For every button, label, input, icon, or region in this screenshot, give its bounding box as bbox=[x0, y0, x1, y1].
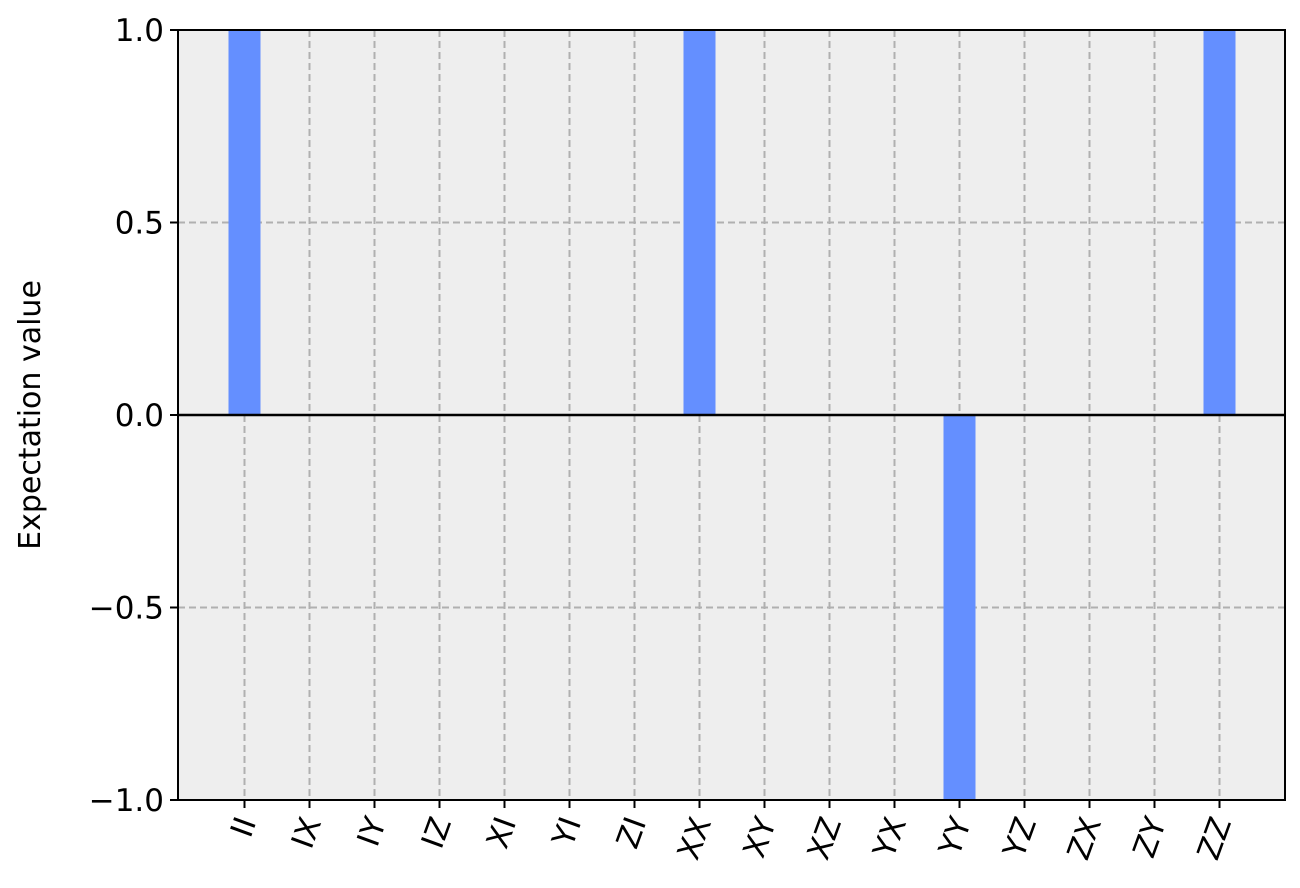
x-tick-label: II bbox=[224, 812, 264, 842]
bar-zz bbox=[1203, 30, 1236, 415]
bar-yy bbox=[943, 415, 976, 800]
y-tick-label: −1.0 bbox=[89, 783, 164, 819]
x-tick-label: XX bbox=[671, 812, 719, 864]
x-tick-label: IZ bbox=[415, 812, 459, 853]
y-tick-label: 0.0 bbox=[115, 398, 164, 434]
x-tick-label: YX bbox=[866, 812, 914, 863]
x-tick-label: ZX bbox=[1061, 812, 1109, 864]
bar-xx bbox=[683, 30, 716, 415]
y-tick-label: −0.5 bbox=[89, 591, 164, 627]
x-tick-label: IY bbox=[351, 812, 394, 851]
bars bbox=[228, 30, 1236, 800]
x-axis-ticks: II IX IY IZ XI YI ZI XX XY XZ YX YY YZ ZX ZY ZZ bbox=[224, 800, 1239, 865]
x-tick-label: XI bbox=[480, 812, 524, 853]
x-tick-label: ZI bbox=[610, 812, 654, 853]
x-tick-label: YZ bbox=[996, 812, 1044, 863]
x-tick-label: IX bbox=[285, 812, 329, 853]
x-tick-label: YI bbox=[545, 812, 589, 852]
y-axis-ticks: 1.0 0.5 0.0 −0.5 −1.0 bbox=[89, 13, 178, 819]
x-tick-label: XY bbox=[736, 812, 784, 862]
bar-ii bbox=[228, 30, 261, 415]
x-tick-label: ZY bbox=[1126, 812, 1174, 862]
y-tick-label: 0.5 bbox=[115, 206, 164, 242]
x-tick-label: ZZ bbox=[1191, 812, 1239, 864]
y-axis-label: Expectation value bbox=[13, 280, 48, 550]
y-tick-label: 1.0 bbox=[115, 13, 164, 49]
x-tick-label: XZ bbox=[801, 812, 849, 864]
x-tick-label: YY bbox=[932, 812, 979, 861]
